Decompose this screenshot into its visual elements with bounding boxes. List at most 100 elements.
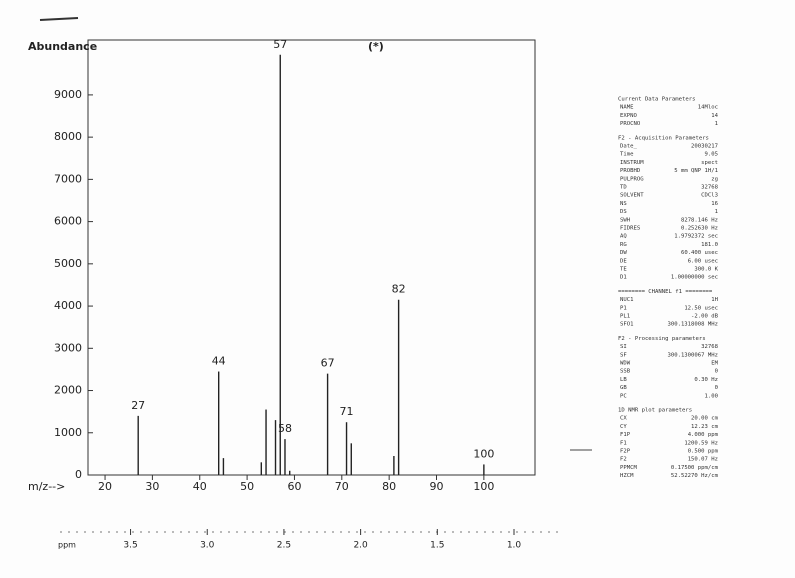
param-name: NUC1 [620, 297, 633, 303]
x2-tick-label: 3.0 [200, 541, 215, 551]
param-name: PPMCM [620, 465, 637, 471]
param-name: FIDRES [620, 226, 640, 232]
param-name: DW [620, 250, 627, 256]
param-value: 32768 [701, 344, 718, 350]
annotation: (*) [368, 40, 384, 53]
param-value: 1.9792372 sec [674, 234, 718, 240]
param-value: 5 mm QNP 1H/1 [674, 168, 718, 174]
y-axis-label: Abundance [28, 40, 97, 53]
param-value: 1 [715, 209, 718, 215]
param-value: 6.00 usec [688, 258, 718, 264]
param-name: F2 [620, 457, 627, 463]
param-section-title: F2 - Processing parameters [618, 336, 706, 342]
param-value: 1200.59 Hz [684, 440, 718, 446]
param-name: HZCM [620, 473, 634, 479]
param-value: 1 [715, 121, 718, 127]
param-name: SWH [620, 217, 630, 223]
param-value: 0.17500 ppm/cm [671, 465, 719, 471]
param-section-title: Current Data Parameters [618, 97, 695, 103]
x-tick-label: 80 [382, 480, 396, 493]
x-tick-label: 100 [473, 480, 494, 493]
param-value: 300.0 K [694, 267, 718, 273]
param-name: DS [620, 209, 627, 215]
peak-label: 57 [273, 38, 287, 51]
param-name: CY [620, 424, 627, 430]
y-tick-label: 6000 [54, 215, 82, 228]
param-value: 32768 [701, 185, 718, 191]
y-tick-label: 2000 [54, 384, 82, 397]
param-value: 20030217 [691, 144, 718, 150]
param-name: F2P [620, 449, 631, 455]
param-name: SFO1 [620, 322, 633, 328]
param-value: 4.000 ppm [688, 432, 719, 438]
param-value: 0 [715, 385, 718, 391]
param-value: EM [711, 361, 718, 367]
param-name: F1P [620, 432, 631, 438]
param-section-title: F2 - Acquisition Parameters [618, 135, 709, 141]
y-tick-label: 1000 [54, 426, 82, 439]
param-name: SI [620, 344, 627, 350]
peak-label: 100 [473, 447, 494, 460]
param-value: 9.05 [705, 152, 718, 158]
x2-tick-label: 2.5 [277, 541, 291, 551]
y-tick-label: 5000 [54, 257, 82, 270]
param-value: 0.30 Hz [694, 377, 718, 383]
y-tick-label: 0 [75, 468, 82, 481]
x-tick-label: 90 [430, 480, 444, 493]
param-name: AQ [620, 234, 627, 240]
x2-tick-label: 3.5 [123, 541, 137, 551]
param-value: -2.00 dB [691, 314, 719, 320]
param-name: CX [620, 416, 627, 422]
param-name: RG [620, 242, 627, 248]
param-value: 14 [711, 113, 718, 119]
param-value: 0.252630 Hz [681, 226, 718, 232]
x-tick-label: 40 [193, 480, 207, 493]
param-name: LB [620, 377, 627, 383]
param-name: PROCNO [620, 121, 641, 127]
param-name: PULPROG [620, 176, 644, 182]
param-value: 1H [711, 297, 718, 303]
peak-label: 44 [212, 355, 226, 368]
param-section-title: ======== CHANNEL f1 ======== [618, 289, 713, 295]
peak-label: 67 [321, 357, 335, 370]
param-name: Time [620, 152, 634, 158]
y-tick-label: 9000 [54, 88, 82, 101]
param-name: NAME [620, 105, 634, 111]
param-name: SSB [620, 369, 631, 375]
param-name: PC [620, 393, 627, 399]
param-value: 0 [715, 369, 718, 375]
param-value: 20.00 cm [691, 416, 719, 422]
y-tick-label: 7000 [54, 172, 82, 185]
scan-mark [39, 17, 79, 21]
x2-axis-label: ppm [58, 541, 76, 550]
param-value: 52.52270 Hz/cm [671, 473, 719, 479]
x-tick-label: 20 [98, 480, 112, 493]
param-name: GB [620, 385, 627, 391]
y-tick-label: 3000 [54, 341, 82, 354]
param-value: 181.0 [701, 242, 718, 248]
param-value: 1.00000000 sec [671, 275, 718, 281]
param-name: PL1 [620, 314, 630, 320]
peak-label: 82 [392, 283, 406, 296]
param-name: TD [620, 185, 627, 191]
plot-frame [87, 39, 536, 476]
param-value: spect [701, 160, 718, 166]
param-name: D1 [620, 275, 627, 281]
param-value: zg [711, 176, 718, 182]
param-value: 14Mloc [698, 105, 718, 111]
param-name: SOLVENT [620, 193, 644, 199]
param-value: 150.07 Hz [688, 457, 718, 463]
param-name: PROBHD [620, 168, 641, 174]
param-name: SF [620, 352, 627, 358]
param-value: CDCl3 [701, 193, 718, 199]
param-name: Date_ [620, 144, 637, 150]
param-value: 1.00 [705, 393, 718, 399]
param-value: 16 [711, 201, 718, 207]
param-name: WDW [620, 361, 631, 367]
param-value: 0.500 ppm [688, 449, 719, 455]
param-name: TE [620, 267, 627, 273]
peak-label: 58 [278, 422, 292, 435]
param-name: INSTRUM [620, 160, 644, 166]
